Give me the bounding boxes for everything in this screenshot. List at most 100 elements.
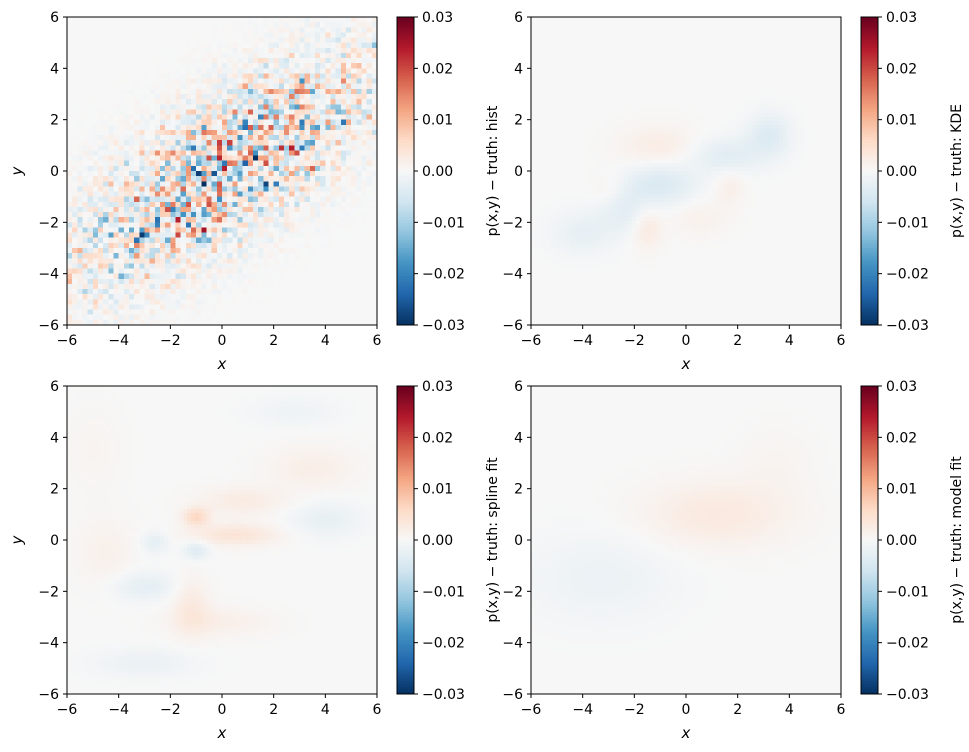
- x-tick-label: 0: [218, 702, 227, 718]
- y-axis-label: y: [8, 165, 26, 176]
- y-tick-label: −4: [38, 636, 59, 652]
- y-tick-label: 2: [514, 482, 523, 498]
- colorbar-label: p(x,y) − truth: hist: [485, 105, 501, 236]
- y-tick-label: 4: [514, 61, 523, 77]
- y-tick-label: 0: [514, 164, 523, 180]
- x-axis-label: x: [217, 355, 227, 373]
- x-tick-label: −6: [57, 702, 78, 718]
- x-axis-label: x: [681, 724, 691, 742]
- y-tick-label: 4: [50, 61, 59, 77]
- heatmap: [531, 17, 842, 326]
- x-tick-label: 4: [321, 702, 330, 718]
- x-axis-label: x: [217, 724, 227, 742]
- y-axis-label: y: [8, 534, 26, 545]
- colorbar-tick-label: 0.00: [422, 164, 453, 180]
- colorbar: 0.030.020.010.00−0.01−0.02−0.03p(x,y) − …: [861, 10, 965, 334]
- x-tick-label: 4: [785, 333, 794, 349]
- y-tick-label: 6: [514, 10, 523, 26]
- subplot: −6 −4 −2 0 2 4 6 −6 −4 −2 0 2 4 6 x y 0.03 0.02 0.01 0.00 −0…: [8, 10, 501, 373]
- x-tick-label: 6: [837, 333, 846, 349]
- y-tick-label: −4: [502, 636, 523, 652]
- y-tick-label: −6: [38, 318, 59, 334]
- colorbar-tick-label: 0.02: [422, 430, 453, 446]
- y-tick-label: −4: [38, 267, 59, 283]
- heatmap: [67, 386, 378, 695]
- y-tick-label: −6: [502, 687, 523, 703]
- subplot: −6 −4 −2 0 2 4 6−6−4−20246xy0.030.020.010.00−0…: [8, 379, 501, 742]
- colorbar-tick-label: −0.02: [886, 636, 929, 652]
- x-tick-label: −2: [160, 333, 181, 349]
- colorbar-tick-label: 0.01: [886, 482, 917, 498]
- colorbar-tick-label: −0.01: [886, 584, 929, 600]
- colorbar-tick-label: −0.03: [886, 687, 929, 703]
- y-tick-label: 6: [514, 379, 523, 395]
- colorbar-tick-label: −0.03: [422, 318, 465, 334]
- y-tick-label: −2: [502, 584, 523, 600]
- colorbar-tick-label: 0.03: [422, 10, 453, 26]
- x-axis-label: x: [681, 355, 691, 373]
- colorbar: 0.030.020.010.00−0.01−0.02−0.03p(x,y) − …: [861, 379, 965, 703]
- y-tick-label: −2: [38, 584, 59, 600]
- y-tick-label: −2: [38, 215, 59, 231]
- colorbar-tick-label: 0.00: [422, 533, 453, 549]
- x-tick-label: 2: [269, 333, 278, 349]
- colorbar-tick-label: −0.01: [422, 215, 465, 231]
- x-tick-label: 0: [218, 333, 227, 349]
- x-tick-label: 4: [321, 333, 330, 349]
- colorbar-tick-label: 0.02: [422, 61, 453, 77]
- colorbar-tick-label: 0.01: [422, 482, 453, 498]
- y-tick-label: −4: [502, 267, 523, 283]
- colorbar-tick-label: 0.00: [886, 164, 917, 180]
- x-tick-label: 6: [837, 702, 846, 718]
- colorbar-label: p(x,y) − truth: spline fit: [485, 457, 501, 623]
- y-tick-label: 0: [50, 164, 59, 180]
- colorbar-tick-label: 0.01: [422, 113, 453, 129]
- colorbar: 0.03 0.02 0.01 0.00 −0.01 −0.02 −0.03 p(x,y) − …: [397, 379, 501, 703]
- x-tick-label: −2: [624, 333, 645, 349]
- x-tick-label: −4: [108, 702, 129, 718]
- heatmap: [67, 17, 378, 326]
- y-tick-label: 4: [514, 430, 523, 446]
- x-tick-label: −6: [521, 702, 542, 718]
- colorbar-tick-label: −0.02: [886, 267, 929, 283]
- y-tick-label: 6: [50, 10, 59, 26]
- x-tick-label: −2: [624, 702, 645, 718]
- x-tick-label: 6: [373, 333, 382, 349]
- y-tick-label: 6: [50, 379, 59, 395]
- colorbar-tick-label: 0.00: [886, 533, 917, 549]
- colorbar-tick-label: −0.02: [422, 267, 465, 283]
- x-tick-label: −6: [521, 333, 542, 349]
- colorbar-tick-label: 0.02: [886, 61, 917, 77]
- colorbar: 0.03 0.02 0.01 0.00 −0.01 −0.02 −0.03 p(x,y) − …: [397, 10, 501, 334]
- x-tick-label: 2: [269, 702, 278, 718]
- subplot: −6 −4 −2 0 2 4 6−6−4−20246x0.030.020.010.00−0.…: [502, 379, 965, 742]
- x-tick-label: −4: [572, 702, 593, 718]
- y-tick-label: −6: [38, 687, 59, 703]
- colorbar-tick-label: −0.03: [422, 687, 465, 703]
- colorbar-tick-label: 0.03: [886, 10, 917, 26]
- x-tick-label: −6: [57, 333, 78, 349]
- x-tick-label: 4: [785, 702, 794, 718]
- colorbar-tick-label: −0.01: [422, 584, 465, 600]
- x-tick-label: 6: [373, 702, 382, 718]
- x-tick-label: −2: [160, 702, 181, 718]
- colorbar-tick-label: 0.01: [886, 113, 917, 129]
- x-tick-label: −4: [572, 333, 593, 349]
- colorbar-tick-label: 0.02: [886, 430, 917, 446]
- heatmap: [531, 386, 842, 695]
- subplot: −6 −4 −2 0 2 4 6−6−4−20246x0.030.020.010.00−0.…: [502, 10, 965, 373]
- x-tick-label: 2: [733, 702, 742, 718]
- y-tick-label: −6: [502, 318, 523, 334]
- colorbar-tick-label: −0.02: [422, 636, 465, 652]
- x-tick-label: 0: [682, 702, 691, 718]
- x-tick-label: 0: [682, 333, 691, 349]
- y-tick-label: 0: [514, 533, 523, 549]
- colorbar-tick-label: 0.03: [422, 379, 453, 395]
- x-tick-label: −4: [108, 333, 129, 349]
- y-tick-label: 2: [50, 113, 59, 129]
- y-tick-label: 4: [50, 430, 59, 446]
- y-tick-label: 0: [50, 533, 59, 549]
- colorbar-tick-label: −0.01: [886, 215, 929, 231]
- colorbar-label: p(x,y) − truth: model fit: [949, 456, 965, 624]
